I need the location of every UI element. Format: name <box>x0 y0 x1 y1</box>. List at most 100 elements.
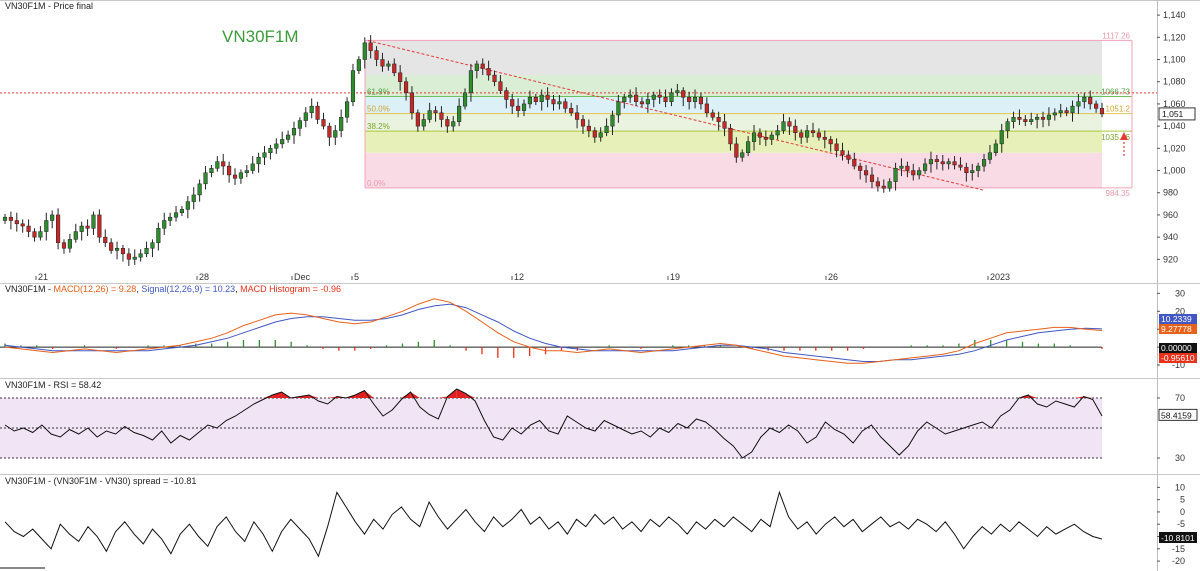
candle <box>20 219 25 233</box>
candle <box>256 152 261 173</box>
candle <box>85 219 90 237</box>
candle <box>928 151 934 173</box>
candle <box>44 212 49 241</box>
candle <box>793 119 798 141</box>
macd-line-badge: 9.27778 <box>1161 324 1192 334</box>
fibonacci-zone <box>365 131 1102 153</box>
candle <box>616 95 621 123</box>
candle <box>840 142 845 161</box>
rsi-band <box>0 398 1102 458</box>
candle <box>1005 118 1010 139</box>
candle <box>675 83 680 97</box>
price-ytick-label: 960 <box>1163 210 1178 220</box>
rsi-overbought-area <box>401 392 411 398</box>
price-xtick-label: 26 <box>828 272 838 282</box>
price-ytick-label: 1,120 <box>1163 32 1186 42</box>
candle <box>403 77 409 101</box>
candle <box>746 136 751 157</box>
candle <box>138 249 143 262</box>
candle <box>457 98 462 127</box>
candle <box>681 87 686 107</box>
candle <box>433 106 438 122</box>
candle <box>232 168 238 185</box>
candle <box>569 102 574 117</box>
candle <box>575 105 580 129</box>
candle <box>657 89 662 104</box>
fibonacci-value-label: 984.35 <box>1106 189 1131 198</box>
candle <box>805 125 810 143</box>
candle <box>498 75 503 94</box>
macd-hist-badge: -0.95610 <box>1161 353 1195 363</box>
candle <box>185 196 190 219</box>
candle <box>91 211 96 235</box>
price-panel-title: VN30F1M - Price final <box>5 1 93 11</box>
price-x-axis: 21 28 Dec 5 12 19 26 2023 <box>35 272 1010 282</box>
candle <box>557 95 562 110</box>
price-ytick-label: 920 <box>1163 254 1178 264</box>
rsi-overbought-area <box>364 390 374 398</box>
candle <box>816 128 821 141</box>
candle <box>911 163 916 181</box>
candle <box>934 154 939 170</box>
candle <box>787 117 792 136</box>
symbol-label: VN30F1M <box>222 27 299 46</box>
candle <box>781 113 786 134</box>
candle <box>79 221 84 241</box>
price-ytick-label: 1,020 <box>1163 143 1186 153</box>
price-ytick-label: 1,060 <box>1163 99 1186 109</box>
candle <box>32 228 37 242</box>
macd-ytick-label: 20 <box>1175 306 1185 316</box>
candle <box>2 213 8 224</box>
candle <box>698 92 704 110</box>
fibonacci-bands <box>364 39 1133 189</box>
price-ytick-label: 940 <box>1163 232 1178 242</box>
price-ytick-label: 1,000 <box>1163 166 1186 176</box>
candle <box>864 164 869 183</box>
candle <box>150 239 155 258</box>
rsi-line <box>4 388 1103 459</box>
price-xtick-label: 21 <box>38 272 48 282</box>
candle <box>917 167 922 180</box>
candle <box>380 52 385 72</box>
price-ytick-label: 1,080 <box>1163 77 1186 87</box>
candle <box>952 156 957 170</box>
candle <box>504 87 509 109</box>
spread-ytick-label: 0 <box>1180 507 1185 517</box>
rsi-panel: 30 70 VN30F1M - RSI = 58.42 58.4159 <box>0 380 1198 463</box>
candle <box>244 164 249 178</box>
rsi-badge: 58.4159 <box>1158 408 1198 421</box>
candle <box>303 107 308 128</box>
rsi-overbought-area <box>438 396 448 398</box>
candle <box>834 138 839 158</box>
candle <box>409 86 415 120</box>
candle <box>775 125 780 140</box>
candle <box>451 116 456 132</box>
candle <box>73 223 78 243</box>
candle <box>1064 107 1069 117</box>
candle <box>97 209 102 243</box>
candle <box>628 89 633 103</box>
candle <box>156 222 161 251</box>
candle <box>50 210 55 229</box>
candle <box>1052 108 1057 121</box>
spread-badge: -10.8101 <box>1159 532 1197 543</box>
rsi-overbought-area <box>263 395 273 398</box>
candle <box>881 179 886 193</box>
fibonacci-value-label: 1066.73 <box>1101 87 1130 96</box>
fibonacci-percent-label: 38.2% <box>367 122 390 131</box>
candle <box>869 167 875 189</box>
candle <box>179 206 185 217</box>
candle <box>1040 111 1046 128</box>
candle <box>645 92 650 113</box>
candle <box>173 206 179 222</box>
candle <box>268 144 273 160</box>
candle <box>439 106 444 128</box>
candle <box>374 46 379 67</box>
candle <box>828 136 833 152</box>
candle <box>14 212 19 232</box>
candle <box>958 157 963 171</box>
candle <box>704 97 709 118</box>
macd-signal-badge: 10.2339 <box>1161 314 1192 324</box>
candle <box>669 88 674 107</box>
spread-line <box>4 490 1103 558</box>
